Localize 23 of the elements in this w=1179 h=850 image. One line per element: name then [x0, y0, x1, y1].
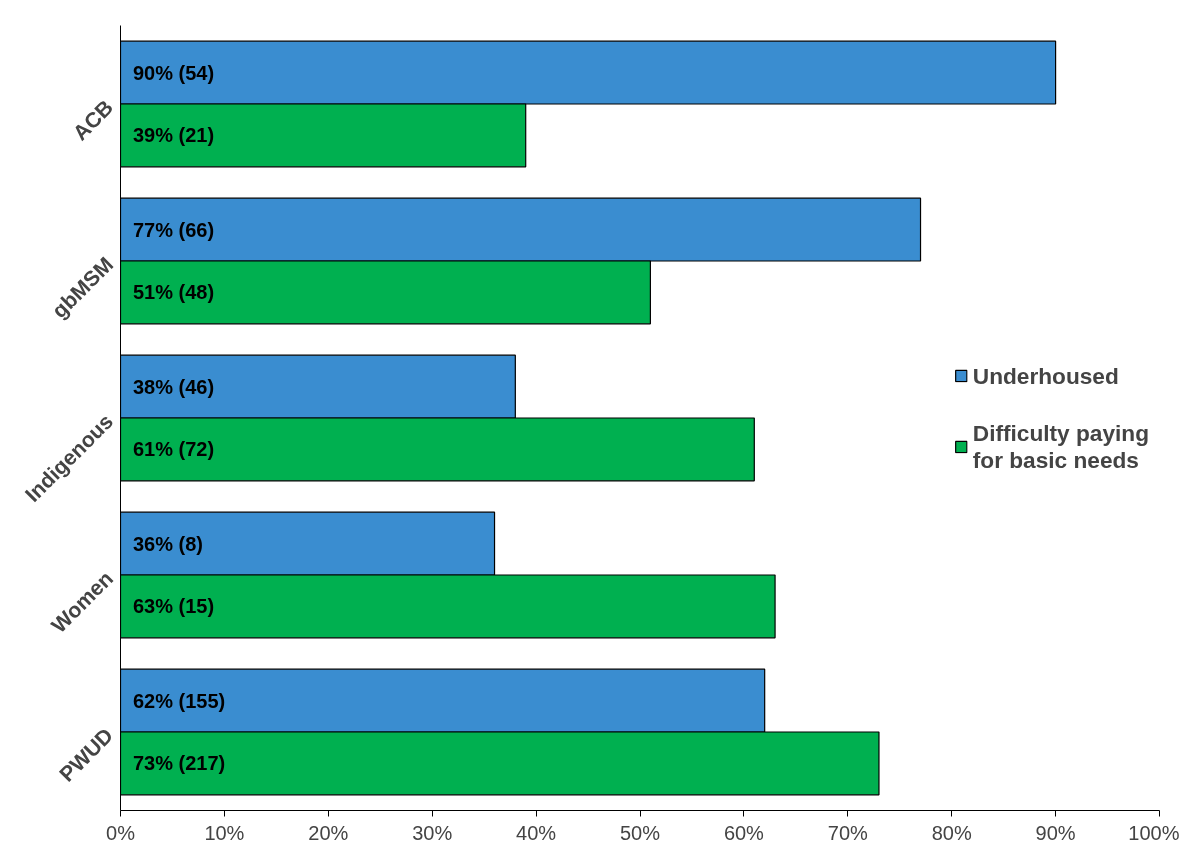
data-label: 36% (8) [132, 532, 203, 555]
x-tick-label: 60% [723, 821, 765, 844]
data-label: 39% (21) [132, 124, 215, 147]
data-label: 73% (217) [132, 752, 226, 775]
x-tick-label: 80% [931, 821, 972, 844]
x-tick-label: 100% [1128, 821, 1179, 844]
x-tick-label: 50% [619, 821, 661, 844]
data-label: 90% (54) [132, 61, 215, 84]
x-tick-label: 70% [827, 821, 869, 844]
legend-label: Difficulty paying for basic needs [972, 419, 1149, 473]
data-label: 62% (155) [132, 689, 226, 712]
legend-label: Underhoused [972, 362, 1119, 389]
x-tick-label: 40% [516, 821, 557, 844]
data-label: 38% (46) [132, 375, 215, 398]
x-tick-label: 20% [308, 821, 349, 844]
x-tick-label: 30% [412, 821, 453, 844]
data-label: 77% (66) [132, 218, 215, 241]
x-tick-label: 90% [1035, 821, 1076, 844]
x-tick-label: 0% [106, 821, 136, 844]
data-label: 61% (72) [132, 438, 215, 461]
data-label: 51% (48) [132, 281, 215, 304]
data-label: 63% (15) [132, 595, 215, 618]
x-tick-label: 10% [204, 821, 245, 844]
